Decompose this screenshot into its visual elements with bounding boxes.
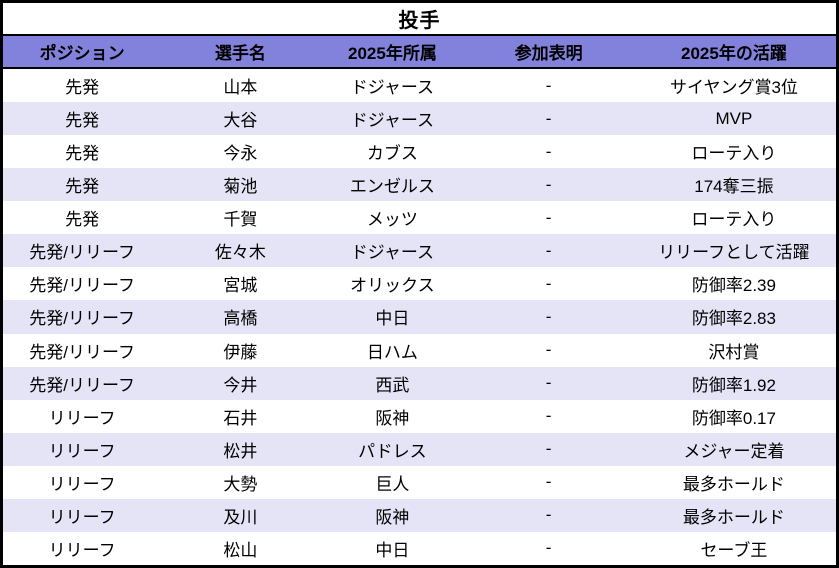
- table-row: リリーフ 石井 阪神 - 防御率0.17: [3, 399, 836, 433]
- cell-player-name: 菊池: [223, 177, 258, 197]
- cell-team: パドレス: [358, 441, 427, 461]
- cell-performance: 防御率2.39: [691, 276, 776, 296]
- cell-position: 先発/リリーフ: [29, 309, 135, 329]
- cell-team: カブス: [366, 144, 418, 164]
- table-row: 先発 今永 カブス - ローテ入り: [3, 135, 836, 169]
- table-row: 先発 山本 ドジャース - サイヤング賞3位: [3, 69, 836, 103]
- cell-performance: 最多ホールド: [682, 474, 785, 494]
- table-row: 先発/リリーフ 宮城 オリックス - 防御率2.39: [3, 267, 836, 301]
- cell-position: 先発/リリーフ: [29, 243, 135, 263]
- cell-participation: -: [545, 141, 552, 161]
- cell-performance: ローテ入り: [691, 210, 777, 230]
- column-header-participation: 参加表明: [514, 44, 583, 63]
- cell-player-name: 今永: [223, 144, 258, 164]
- cell-participation: -: [545, 273, 552, 293]
- cell-player-name: 大勢: [223, 474, 258, 494]
- cell-position: リリーフ: [48, 474, 116, 494]
- cell-participation: -: [545, 472, 552, 492]
- cell-player-name: 山本: [223, 78, 258, 98]
- cell-participation: -: [545, 439, 552, 459]
- cell-position: 先発: [65, 210, 100, 230]
- cell-team: 中日: [375, 309, 410, 329]
- cell-participation: -: [545, 108, 552, 128]
- table-title: 投手: [3, 3, 836, 36]
- column-header-player-name: 選手名: [214, 44, 266, 63]
- cell-performance: 沢村賞: [708, 342, 760, 362]
- cell-participation: -: [545, 306, 552, 326]
- cell-position: 先発/リリーフ: [29, 342, 135, 362]
- cell-position: 先発: [65, 78, 100, 98]
- cell-participation: -: [545, 505, 552, 525]
- cell-position: リリーフ: [48, 441, 116, 461]
- table-row: 先発/リリーフ 今井 西武 - 防御率1.92: [3, 366, 836, 400]
- column-header-team-2025: 2025年所属: [348, 44, 437, 63]
- cell-player-name: 松井: [223, 441, 258, 461]
- cell-participation: -: [545, 174, 552, 194]
- cell-participation: -: [545, 75, 552, 95]
- cell-performance: セーブ王: [700, 540, 768, 560]
- cell-performance: 最多ホールド: [682, 507, 785, 527]
- cell-player-name: 高橋: [223, 309, 258, 329]
- cell-team: オリックス: [350, 276, 435, 296]
- cell-team: ドジャース: [350, 111, 435, 131]
- column-header-performance-2025: 2025年の活躍: [681, 44, 787, 63]
- cell-performance: 174奪三振: [694, 177, 774, 197]
- cell-player-name: 大谷: [223, 111, 258, 131]
- cell-participation: -: [545, 240, 552, 260]
- cell-team: 阪神: [375, 408, 410, 428]
- cell-team: ドジャース: [350, 78, 435, 98]
- cell-player-name: 佐々木: [214, 243, 266, 263]
- cell-performance: メジャー定着: [683, 441, 785, 461]
- cell-player-name: 千賀: [223, 210, 258, 230]
- cell-player-name: 宮城: [223, 276, 258, 296]
- table-row: 先発 千賀 メッツ - ローテ入り: [3, 201, 836, 235]
- cell-team: 阪神: [375, 507, 410, 527]
- cell-participation: -: [545, 207, 552, 227]
- column-header-position: ポジション: [39, 44, 125, 63]
- cell-performance: 防御率0.17: [691, 408, 776, 428]
- table-row: 先発/リリーフ 高橋 中日 - 防御率2.83: [3, 300, 836, 334]
- cell-performance: 防御率2.83: [691, 309, 776, 329]
- cell-team: ドジャース: [350, 243, 435, 263]
- table-header-row: ポジション 選手名 2025年所属 参加表明 2025年の活躍: [3, 36, 836, 69]
- cell-performance: リリーフとして活躍: [658, 243, 810, 263]
- cell-position: 先発: [65, 144, 100, 164]
- cell-team: 中日: [375, 540, 410, 560]
- cell-performance: サイヤング賞3位: [669, 78, 798, 98]
- cell-team: 日ハム: [366, 342, 418, 362]
- cell-participation: -: [545, 373, 552, 393]
- cell-player-name: 松山: [223, 540, 258, 560]
- table-body: 先発 山本 ドジャース - サイヤング賞3位 先発 大谷 ドジャース - MVP…: [3, 69, 836, 565]
- cell-player-name: 今井: [223, 375, 258, 395]
- table-row: リリーフ 及川 阪神 - 最多ホールド: [3, 498, 836, 532]
- cell-position: 先発/リリーフ: [29, 375, 135, 395]
- cell-performance: 防御率1.92: [691, 375, 776, 395]
- table-row: 先発/リリーフ 佐々木 ドジャース - リリーフとして活躍: [3, 234, 836, 268]
- cell-position: リリーフ: [48, 408, 116, 428]
- cell-performance: ローテ入り: [691, 144, 777, 164]
- cell-position: 先発: [65, 111, 100, 131]
- cell-player-name: 及川: [223, 507, 258, 527]
- cell-position: リリーフ: [48, 507, 116, 527]
- cell-position: 先発: [65, 177, 100, 197]
- cell-player-name: 石井: [223, 408, 258, 428]
- table-row: リリーフ 松山 中日 - セーブ王: [3, 531, 836, 565]
- cell-team: メッツ: [366, 210, 418, 230]
- cell-position: リリーフ: [48, 540, 116, 560]
- cell-position: 先発/リリーフ: [29, 276, 135, 296]
- cell-participation: -: [545, 340, 552, 360]
- cell-performance: MVP: [715, 108, 753, 128]
- cell-team: 西武: [375, 375, 410, 395]
- cell-participation: -: [545, 538, 552, 558]
- cell-team: エンゼルス: [349, 177, 435, 197]
- cell-team: 巨人: [375, 474, 410, 494]
- table-row: リリーフ 大勢 巨人 - 最多ホールド: [3, 465, 836, 499]
- table-row: 先発/リリーフ 伊藤 日ハム - 沢村賞: [3, 333, 836, 367]
- cell-player-name: 伊藤: [223, 342, 258, 362]
- table-row: 先発 大谷 ドジャース - MVP: [3, 102, 836, 136]
- cell-participation: -: [545, 406, 552, 426]
- table-row: 先発 菊池 エンゼルス - 174奪三振: [3, 168, 836, 202]
- table-row: リリーフ 松井 パドレス - メジャー定着: [3, 432, 836, 466]
